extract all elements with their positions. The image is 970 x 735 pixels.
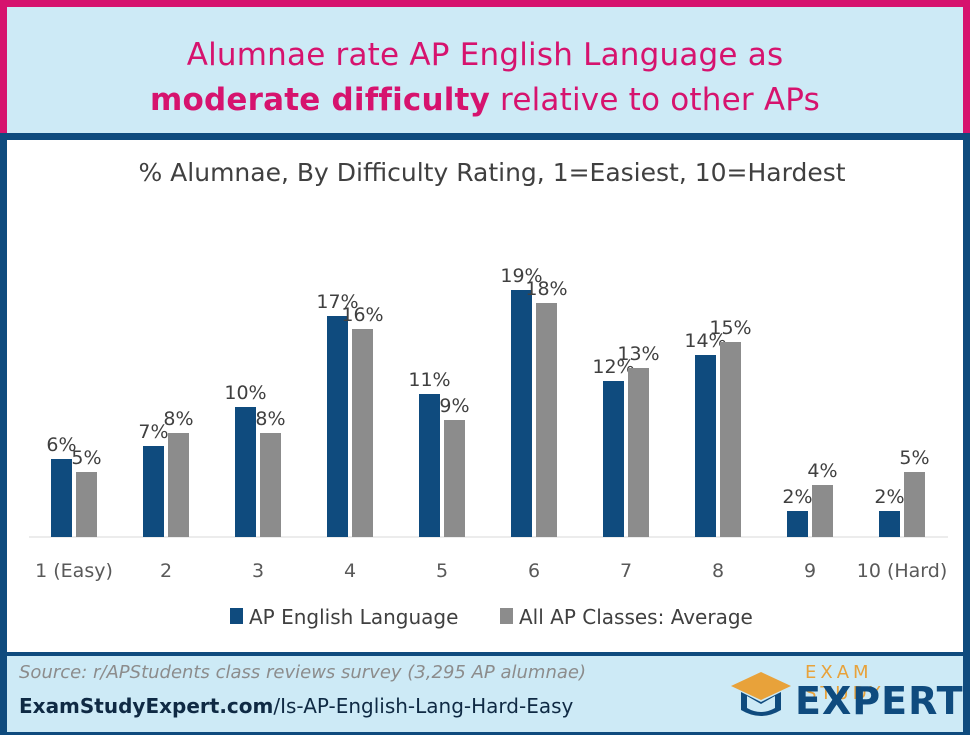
legend-swatch-all-ap-average xyxy=(500,608,513,624)
data-label-all-ap-average-7: 13% xyxy=(617,343,659,365)
data-label-all-ap-average-1: 5% xyxy=(71,447,101,469)
bar-ap-english-1 xyxy=(51,459,72,537)
bar-ap-english-6 xyxy=(511,290,532,537)
data-label-ap-english-9: 2% xyxy=(782,486,812,508)
data-label-ap-english-7: 12% xyxy=(592,356,634,378)
x-tick-label-7: 7 xyxy=(620,560,632,582)
chart-panel xyxy=(0,133,970,735)
bar-ap-english-5 xyxy=(419,394,440,537)
website-domain: ExamStudyExpert.com xyxy=(19,694,274,718)
data-label-ap-english-4: 17% xyxy=(316,291,358,313)
data-label-ap-english-2: 7% xyxy=(138,421,168,443)
x-tick-label-10: 10 (Hard) xyxy=(857,560,948,582)
bar-all-ap-average-5 xyxy=(444,420,465,537)
graduation-cap-icon xyxy=(731,672,791,716)
logo-top-text: EXAM STUDY xyxy=(805,662,885,704)
bar-ap-english-7 xyxy=(603,381,624,537)
x-tick-label-5: 5 xyxy=(436,560,448,582)
logo-main-text: EXPERT xyxy=(795,679,964,723)
website-link[interactable]: ExamStudyExpert.com/Is-AP-English-Lang-H… xyxy=(19,694,573,718)
x-tick-label-6: 6 xyxy=(528,560,540,582)
legend-swatch-ap-english xyxy=(230,608,243,624)
data-label-ap-english-6: 19% xyxy=(500,265,542,287)
x-tick-label-9: 9 xyxy=(804,560,816,582)
bar-ap-english-4 xyxy=(327,316,348,537)
x-tick-label-8: 8 xyxy=(712,560,724,582)
x-tick-label-4: 4 xyxy=(344,560,356,582)
x-tick-label-1: 1 (Easy) xyxy=(35,560,113,582)
bar-all-ap-average-8 xyxy=(720,342,741,537)
data-label-all-ap-average-6: 18% xyxy=(525,278,567,300)
x-tick-label-3: 3 xyxy=(252,560,264,582)
legend: AP English Language All AP Classes: Avera… xyxy=(230,605,753,629)
x-tick-label-2: 2 xyxy=(160,560,172,582)
data-label-all-ap-average-8: 15% xyxy=(709,317,751,339)
data-label-all-ap-average-5: 9% xyxy=(439,395,469,417)
legend-label-ap-english: AP English Language xyxy=(249,605,458,629)
bar-ap-english-3 xyxy=(235,407,256,537)
data-label-ap-english-10: 2% xyxy=(874,486,904,508)
chart-title: % Alumnae, By Difficulty Rating, 1=Easie… xyxy=(138,158,845,187)
bar-all-ap-average-7 xyxy=(628,368,649,537)
data-label-all-ap-average-3: 8% xyxy=(255,408,285,430)
data-label-ap-english-1: 6% xyxy=(46,434,76,456)
website-path: /Is-AP-English-Lang-Hard-Easy xyxy=(273,694,574,718)
bar-all-ap-average-4 xyxy=(352,329,373,537)
bar-all-ap-average-1 xyxy=(76,472,97,537)
headline-line-2: moderate difficulty relative to other AP… xyxy=(7,82,963,118)
bar-ap-english-10 xyxy=(879,511,900,537)
data-label-ap-english-5: 11% xyxy=(408,369,450,391)
bar-ap-english-2 xyxy=(143,446,164,537)
bar-all-ap-average-3 xyxy=(260,433,281,537)
bar-all-ap-average-2 xyxy=(168,433,189,537)
legend-label-all-ap-average: All AP Classes: Average xyxy=(519,605,753,629)
data-label-all-ap-average-10: 5% xyxy=(899,447,929,469)
data-label-ap-english-8: 14% xyxy=(684,330,726,352)
data-label-all-ap-average-9: 4% xyxy=(807,460,837,482)
headline-rest: relative to other APs xyxy=(490,82,820,118)
bar-ap-english-8 xyxy=(695,355,716,537)
data-label-all-ap-average-2: 8% xyxy=(163,408,193,430)
headline-emphasis: moderate difficulty xyxy=(150,82,490,118)
bar-all-ap-average-6 xyxy=(536,303,557,537)
bar-ap-english-9 xyxy=(787,511,808,537)
data-label-all-ap-average-4: 16% xyxy=(341,304,383,326)
footer: Source: r/APStudents class reviews surve… xyxy=(7,652,963,732)
source-note: Source: r/APStudents class reviews surve… xyxy=(19,662,586,683)
headline-line-1: Alumnae rate AP English Language as xyxy=(186,37,784,73)
data-label-ap-english-3: 10% xyxy=(224,382,266,404)
headline-banner: Alumnae rate AP English Language as mode… xyxy=(0,0,970,133)
exam-study-expert-logo: EXAM STUDY EXPERT xyxy=(729,662,963,726)
bar-all-ap-average-9 xyxy=(812,485,833,537)
bars-group: 6%5%1 (Easy)7%8%210%8%317%16%411%9%519%1… xyxy=(35,265,947,582)
bar-all-ap-average-10 xyxy=(904,472,925,537)
